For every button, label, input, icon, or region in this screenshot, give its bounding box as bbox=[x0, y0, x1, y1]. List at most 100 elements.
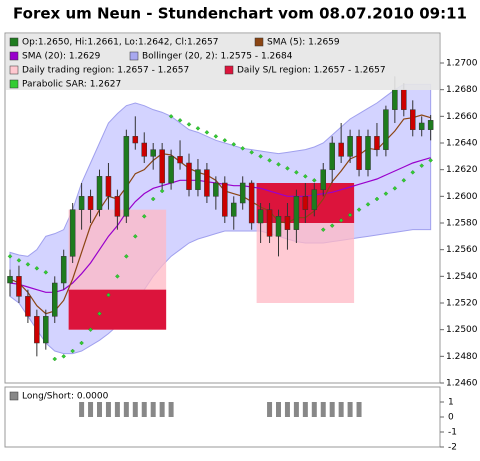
sar-point bbox=[258, 154, 263, 159]
candle-body bbox=[96, 176, 103, 210]
sar-point bbox=[312, 178, 317, 183]
y-tick-label: 1.2580 bbox=[446, 219, 478, 229]
sar-point bbox=[428, 158, 433, 163]
long-short-bar bbox=[123, 402, 129, 417]
legend-label: Bollinger (20, 2): 1.2575 - 1.2684 bbox=[142, 52, 293, 62]
candle-body bbox=[69, 209, 76, 257]
candle-body bbox=[248, 182, 255, 224]
sar-point bbox=[213, 134, 219, 139]
y-tick-label: 1 bbox=[448, 398, 454, 408]
y-tick-label: 1.2460 bbox=[446, 379, 478, 389]
long-short-bar bbox=[150, 402, 156, 417]
long-short-bar bbox=[302, 402, 308, 417]
legend-swatch bbox=[9, 79, 19, 89]
y-tick-label: 1.2640 bbox=[446, 139, 478, 149]
candle-body bbox=[34, 316, 40, 344]
sar-point bbox=[79, 340, 84, 346]
sar-point bbox=[338, 218, 344, 223]
sar-point bbox=[249, 150, 254, 155]
sar-point bbox=[294, 170, 299, 175]
y-tick-label: 1.2600 bbox=[446, 192, 478, 202]
candle-body bbox=[338, 142, 344, 157]
y-tick-label: 1.2520 bbox=[446, 299, 478, 309]
long-short-bar bbox=[132, 402, 138, 417]
sar-point bbox=[88, 327, 93, 332]
legend-label: Long/Short: 0.0000 bbox=[22, 392, 109, 402]
long-short-bar bbox=[347, 402, 353, 417]
sar-point bbox=[168, 114, 174, 119]
sar-point bbox=[231, 142, 237, 147]
long-short-bar bbox=[114, 402, 120, 417]
lower-panel bbox=[4, 386, 441, 448]
sar-point bbox=[374, 196, 380, 202]
y-tick-label: 1.2680 bbox=[446, 85, 478, 95]
sar-point bbox=[52, 356, 58, 362]
long-short-bar bbox=[311, 402, 317, 417]
sar-point bbox=[222, 138, 228, 143]
candle-body bbox=[329, 142, 335, 170]
candle-body bbox=[168, 156, 174, 184]
candle-body bbox=[257, 209, 264, 224]
candle-body bbox=[427, 120, 434, 130]
sar-point bbox=[383, 191, 389, 196]
long-short-bar bbox=[159, 402, 165, 417]
y-tick-label: 1.2560 bbox=[446, 245, 478, 255]
candle-body bbox=[383, 109, 389, 150]
sar-point bbox=[124, 254, 129, 259]
candle-body bbox=[141, 142, 147, 157]
daily-region bbox=[68, 289, 167, 330]
legend-swatch bbox=[9, 51, 19, 61]
candle-body bbox=[266, 209, 273, 237]
sar-point bbox=[159, 188, 165, 194]
long-short-bar bbox=[88, 402, 94, 417]
chart-title: Forex um Neun - Stundenchart vom 08.07.2… bbox=[13, 5, 467, 23]
sar-point bbox=[141, 214, 147, 219]
y-tick-label: 1.2540 bbox=[446, 272, 478, 282]
sar-point bbox=[303, 174, 308, 179]
candle-body bbox=[410, 109, 416, 130]
candle-body bbox=[87, 196, 94, 210]
sar-point bbox=[267, 158, 272, 163]
sar-point bbox=[70, 348, 75, 354]
sar-point bbox=[7, 254, 13, 259]
candle-body bbox=[43, 316, 49, 344]
sar-point bbox=[347, 212, 353, 218]
sar-point bbox=[276, 162, 281, 167]
sar-point bbox=[392, 186, 398, 191]
sar-point bbox=[177, 118, 183, 123]
candle-body bbox=[275, 216, 282, 237]
long-short-bar bbox=[284, 402, 290, 417]
candle-body bbox=[365, 136, 371, 170]
long-short-bar bbox=[329, 402, 335, 417]
legend-label: SMA (20): 1.2629 bbox=[22, 52, 101, 62]
candle-body bbox=[374, 136, 380, 150]
candle-body bbox=[392, 89, 398, 110]
candle-body bbox=[401, 89, 407, 110]
candle-body bbox=[284, 216, 291, 230]
candle-body bbox=[25, 296, 31, 317]
sar-point bbox=[195, 126, 201, 131]
candle-body bbox=[60, 256, 67, 284]
long-short-bar bbox=[141, 402, 147, 417]
candle-body bbox=[239, 182, 246, 204]
sar-point bbox=[401, 178, 407, 183]
candle-body bbox=[186, 162, 192, 190]
y-tick-label: 1.2480 bbox=[446, 352, 478, 362]
legend-swatch bbox=[9, 65, 19, 75]
long-short-bar bbox=[168, 402, 174, 417]
candle-body bbox=[320, 169, 326, 190]
long-short-bar bbox=[97, 402, 102, 417]
sar-point bbox=[410, 170, 416, 175]
candle-body bbox=[231, 202, 237, 217]
legend-swatch bbox=[254, 37, 264, 47]
sar-point bbox=[61, 354, 66, 359]
candle-body bbox=[213, 182, 219, 197]
sar-point bbox=[43, 270, 49, 275]
legend-swatch bbox=[129, 51, 139, 61]
candle-body bbox=[302, 196, 309, 210]
long-short-bar bbox=[293, 402, 299, 417]
long-short-bar bbox=[338, 402, 344, 417]
candle-body bbox=[311, 189, 318, 210]
candle-body bbox=[16, 276, 22, 297]
